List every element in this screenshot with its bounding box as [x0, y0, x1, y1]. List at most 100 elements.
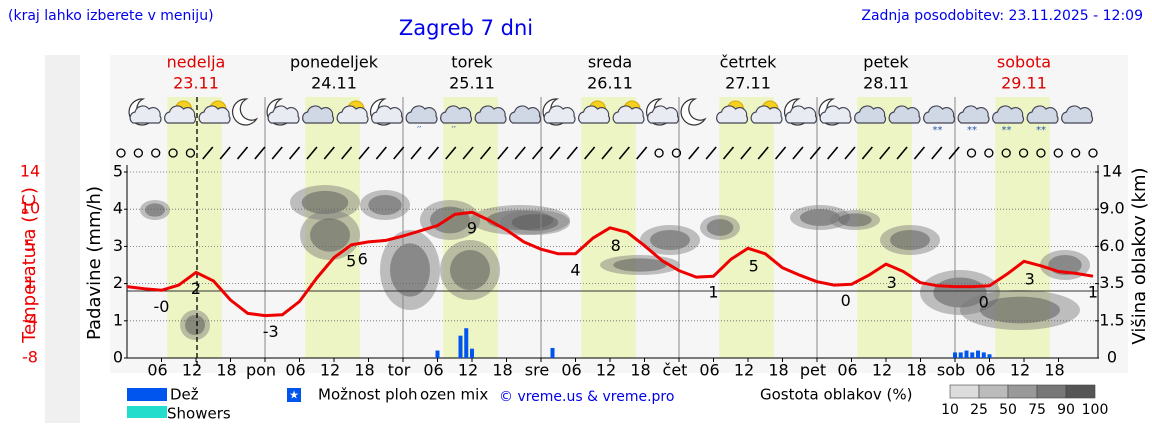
x-tick-label: sre [525, 361, 549, 380]
density-tick-label: 50 [999, 402, 1017, 418]
note: (kraj lahko izberete v meniju) [8, 8, 214, 24]
wind-barb [809, 146, 821, 160]
x-tick-label: 06 [699, 361, 719, 380]
wind-barb [393, 146, 405, 160]
density-tick-label: 90 [1057, 402, 1075, 418]
legend-item: ozen mix [420, 386, 488, 404]
x-tick-label: 18 [630, 361, 650, 380]
x-tick-label: sob [937, 361, 965, 380]
moon-icon [232, 98, 259, 126]
density-swatch [978, 384, 1009, 399]
wind-barb [636, 146, 648, 160]
wind-barb [740, 146, 752, 160]
cloud-icon [578, 105, 611, 124]
temp-label: 3 [1025, 269, 1035, 288]
wind-barb [566, 146, 578, 160]
cloud-icon [957, 105, 990, 124]
wind-calm [966, 148, 977, 158]
cloud-area [890, 230, 930, 250]
wind-barb [479, 146, 492, 160]
cloud-icon [888, 105, 921, 124]
snow-icon: ** [1036, 125, 1046, 136]
day-date: 26.11 [587, 74, 633, 93]
temp-label: 5 [749, 257, 759, 276]
wind-barb [410, 146, 422, 160]
chart-layer: nedelja 23.11 ponedeljek 24.11 torek 25.11 sre… [19, 53, 1150, 419]
cloud-icon [785, 105, 818, 124]
x-tick-label: 18 [492, 361, 512, 380]
cloud-icon [474, 105, 507, 124]
wind-barb [254, 146, 266, 160]
temp-label: 2 [191, 279, 201, 298]
cloud-area [800, 209, 840, 226]
cloud-area [650, 230, 690, 250]
cloud-area [450, 250, 490, 290]
precip-bar [958, 352, 963, 358]
temp-label: -3 [263, 322, 279, 341]
wind-barb [931, 146, 943, 160]
cloud-icon [750, 105, 783, 124]
cloud-area [980, 296, 1060, 324]
cloud-area [706, 219, 734, 236]
precip-bar [458, 335, 463, 358]
x-tick-label: 06 [561, 361, 581, 380]
cloud-icon [1026, 105, 1059, 124]
cloud-area [430, 206, 470, 234]
x-tick-label: 18 [354, 361, 374, 380]
precip-tick-label: 3 [113, 236, 123, 255]
wind-barb [202, 146, 214, 160]
x-tick-label: 18 [216, 361, 236, 380]
wind-barb [688, 146, 700, 160]
wind-barb [722, 146, 735, 160]
precip-tick-label: 5 [113, 162, 123, 181]
wind-calm [984, 148, 994, 158]
wind-barb [774, 146, 787, 160]
cloud-area [613, 258, 667, 272]
x-tick-label: 12 [872, 361, 892, 380]
cloud-icon [992, 105, 1025, 124]
wind-calm [1001, 148, 1011, 158]
x-tick-label: 18 [906, 361, 926, 380]
updated: Zadnja posodobitev: 23.11.2025 - 12:09 [861, 8, 1143, 24]
moon-icon [680, 98, 707, 126]
day-name: sreda [588, 53, 632, 72]
x-tick-label: 06 [975, 361, 995, 380]
temperature-line [126, 210, 1094, 318]
x-tick-label: tor [388, 361, 411, 380]
wind-barb [288, 146, 301, 160]
credit: © vreme.us & vreme.pro [499, 389, 674, 405]
wind-barb [531, 146, 544, 160]
temp-tick-label: 10 [20, 199, 40, 218]
cloud-height-tick-label: 1.5 [1099, 310, 1124, 329]
x-tick-label: 12 [182, 361, 202, 380]
x-tick-label: 06 [285, 361, 305, 380]
wind-calm [151, 148, 161, 158]
cloud-area [838, 213, 872, 227]
wind-barb [948, 146, 960, 160]
wind-calm [133, 148, 144, 158]
wind-calm [1070, 148, 1081, 158]
wind-barb [497, 146, 509, 160]
cloud-icon [923, 105, 956, 124]
temp-label: 5 [346, 251, 356, 270]
left-panel [45, 55, 80, 423]
legend-item: Showers [167, 405, 231, 423]
day-name: četrtek [720, 53, 778, 72]
wind-barb [219, 146, 231, 160]
wind-barb [271, 146, 283, 160]
cloud-icon [405, 105, 438, 124]
temp-tick-label: -4 [22, 310, 38, 329]
cloud-area [185, 315, 205, 335]
precip-bar [435, 350, 440, 358]
wind-barb [896, 146, 908, 160]
temp-tick-label: 14 [20, 162, 40, 181]
x-tick-label: 18 [1044, 361, 1064, 380]
x-tick-label: 12 [596, 361, 616, 380]
x-tick-label: 18 [768, 361, 788, 380]
wind-barb [445, 146, 457, 160]
precip-bar [464, 328, 469, 358]
density-swatch [949, 384, 980, 399]
cloud-icon [1061, 105, 1094, 124]
day-date: 28.11 [863, 74, 909, 93]
precip-tick-label: 1 [113, 310, 123, 329]
